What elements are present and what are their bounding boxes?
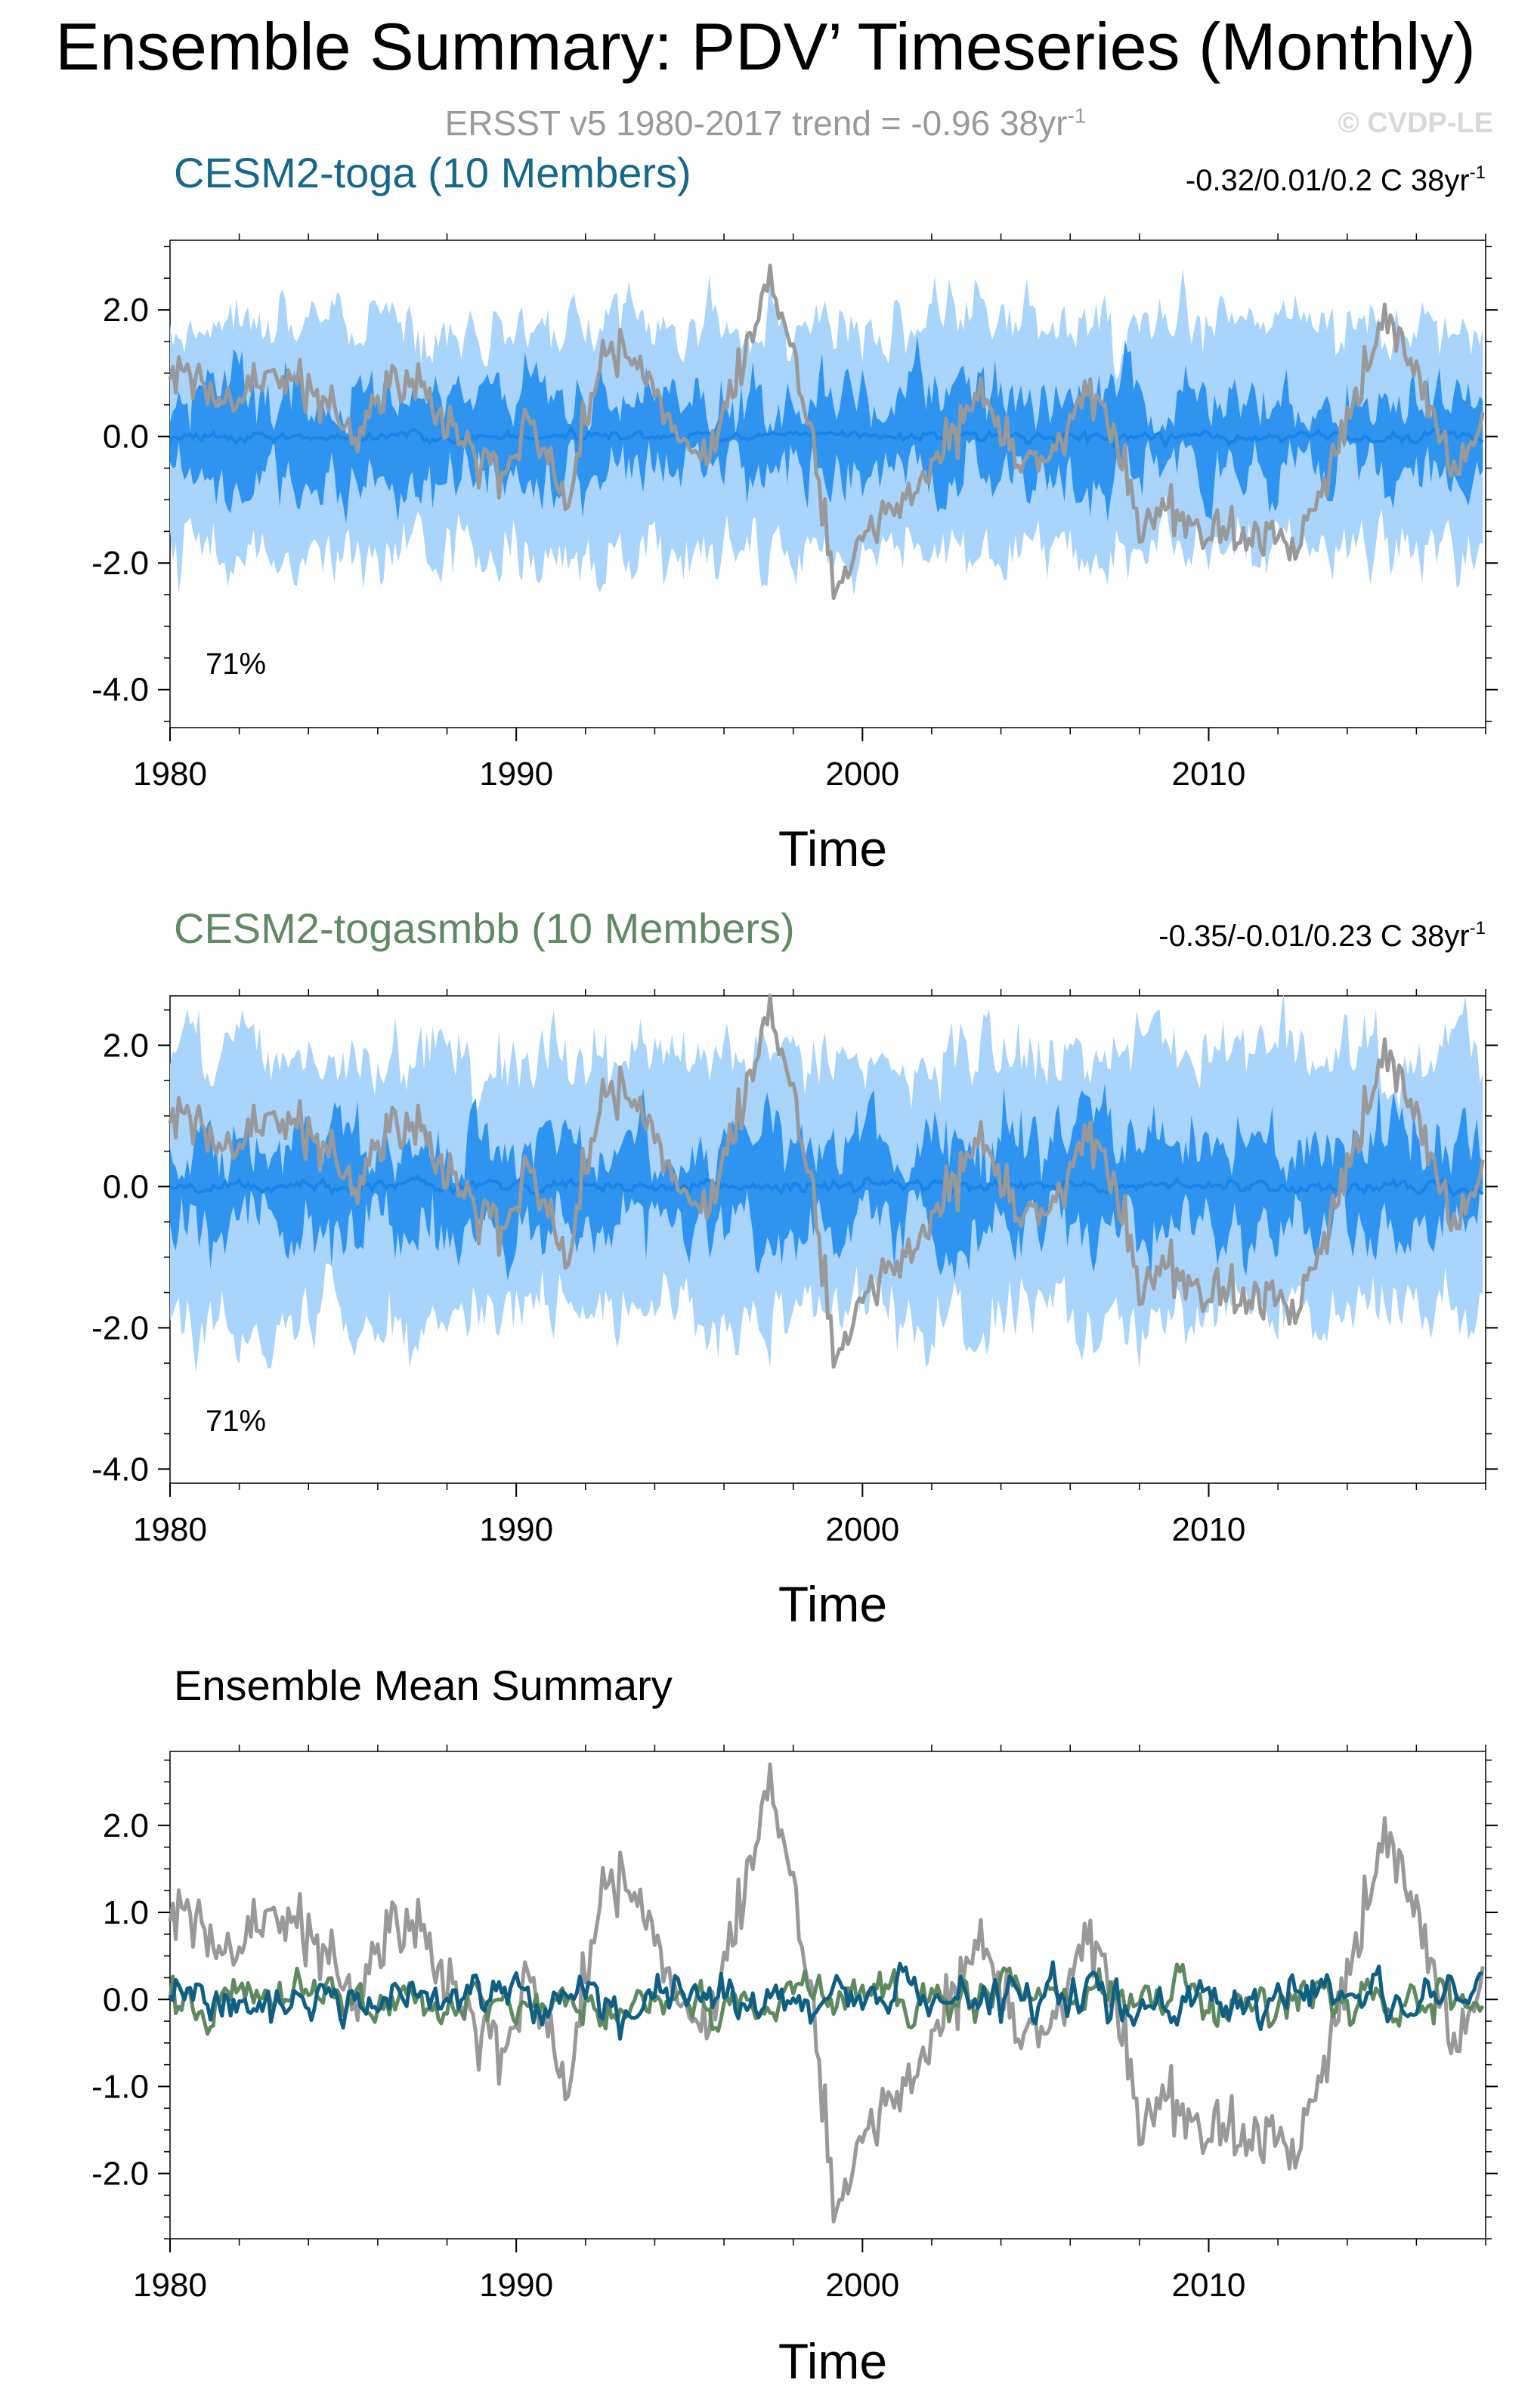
panel-1-stats-text: -0.32/0.01/0.2 C 38yr [1186, 164, 1470, 197]
panel-3-plot-area: -2.0 -1.0 0.0 1.0 2.0 1980 1990 2000 2010 [91, 1745, 1498, 2304]
panel-2-percent-label: 71% [206, 1405, 266, 1438]
figure-subtitle: ERSST v5 1980-2017 trend = -0.96 38yr-1 [0, 103, 1531, 144]
panel-1-x-axis-title: Time [778, 821, 887, 876]
panel-cesm2-togasmbb: CESM2-togasmbb (10 Members) -0.35/-0.01/… [91, 904, 1498, 1632]
p2-ensemble-inner-band [170, 1083, 1483, 1281]
p3-x-tick-label: 1990 [479, 2267, 553, 2304]
p2-observed-line [168, 994, 1485, 1369]
p1-observed-line [168, 263, 1485, 600]
p1-x-tick-label: 2010 [1172, 756, 1246, 793]
p1-y-tick-label: -2.0 [91, 545, 149, 582]
p1-y-tick-label: 0.0 [103, 419, 149, 456]
panel-3-x-axis-title: Time [778, 2333, 887, 2389]
p1-y-tick-label: -4.0 [91, 672, 149, 709]
p1-ensemble-mean-line [169, 425, 1484, 450]
p3-togasmbb-mean-line [168, 1962, 1485, 2036]
p2-x-tick-label: 1990 [479, 1511, 553, 1548]
p1-y-tick-label: 2.0 [103, 292, 149, 329]
panel-2-x-axis-title: Time [778, 1576, 887, 1632]
panel-2-stats-superscript: -1 [1470, 918, 1486, 938]
p3-toga-mean-line [168, 1960, 1483, 2041]
p3-y-tick-label: 0.0 [103, 1981, 149, 2018]
p1-x-tick-label: 1980 [133, 756, 207, 793]
p1-x-tick-label: 1990 [479, 756, 553, 793]
p2-x-tick-label: 2000 [825, 1511, 899, 1548]
p3-y-tick-label: -1.0 [91, 2068, 149, 2105]
p3-observed-line [168, 1762, 1485, 2224]
copyright-label: © CVDP-LE [1338, 107, 1493, 139]
figure-title: Ensemble Summary: PDV’ Timeseries (Month… [55, 9, 1476, 84]
panel-2-title: CESM2-togasmbb (10 Members) [174, 904, 795, 952]
p3-y-tick-label: -2.0 [91, 2156, 149, 2193]
p2-y-tick-label: 2.0 [103, 1027, 149, 1064]
p3-x-tick-label: 2010 [1172, 2267, 1246, 2304]
panel-cesm2-toga: CESM2-toga (10 Members) -0.32/0.01/0.2 C… [91, 149, 1498, 876]
subtitle-text: ERSST v5 1980-2017 trend = -0.96 38yr [444, 104, 1068, 143]
subtitle-superscript: -1 [1067, 104, 1087, 128]
p1-x-tick-label: 2000 [825, 756, 899, 793]
panel-1-title: CESM2-toga (10 Members) [174, 149, 691, 196]
p3-x-tick-label: 2000 [825, 2267, 899, 2304]
p2-ensemble-mean-line [169, 1174, 1484, 1198]
panel-1-stats: -0.32/0.01/0.2 C 38yr-1 [1186, 162, 1486, 197]
panel-1-stats-superscript: -1 [1470, 162, 1486, 183]
panel-ensemble-mean-summary: Ensemble Mean Summary -2.0 -1.0 0.0 1.0 2.0 1… [91, 1661, 1498, 2389]
panel-1-percent-label: 71% [206, 648, 266, 681]
p2-y-tick-label: 0.0 [103, 1168, 149, 1205]
panel-2-stats: -0.35/-0.01/0.23 C 38yr-1 [1158, 918, 1486, 953]
panel-2-plot-area: -4.0 -2.0 0.0 2.0 1980 1990 2000 2010 [91, 989, 1498, 1548]
p3-x-tick-label: 1980 [133, 2267, 207, 2304]
p2-x-tick-label: 1980 [133, 1511, 207, 1548]
p3-y-tick-label: 2.0 [103, 1807, 149, 1844]
p2-y-tick-label: -2.0 [91, 1309, 149, 1346]
p3-y-tick-label: 1.0 [103, 1894, 149, 1931]
panel-3-title: Ensemble Mean Summary [174, 1661, 673, 1709]
p2-y-tick-label: -4.0 [91, 1451, 149, 1488]
panel-2-stats-text: -0.35/-0.01/0.23 C 38yr [1158, 920, 1469, 953]
panel-1-plot-area: -4.0 -2.0 0.0 2.0 1980 1990 2000 2010 [91, 233, 1498, 793]
p2-x-tick-label: 2010 [1172, 1511, 1246, 1548]
